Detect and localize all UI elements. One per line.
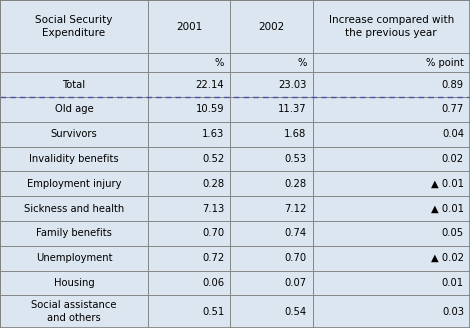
Text: 0.74: 0.74 [284, 228, 306, 238]
Text: 7.12: 7.12 [284, 204, 306, 214]
Bar [148, 295, 230, 328]
Text: 0.06: 0.06 [202, 278, 224, 288]
Bar [230, 147, 313, 172]
Text: 10.59: 10.59 [196, 104, 224, 114]
Text: 0.70: 0.70 [284, 253, 306, 263]
Bar [148, 172, 230, 196]
Text: 0.70: 0.70 [202, 228, 224, 238]
Bar [0, 221, 148, 246]
Text: 0.53: 0.53 [284, 154, 306, 164]
Text: 11.37: 11.37 [278, 104, 306, 114]
Bar [313, 0, 470, 53]
Text: Social Security
Expenditure: Social Security Expenditure [35, 15, 113, 38]
Bar [148, 221, 230, 246]
Text: 1.63: 1.63 [202, 129, 224, 139]
Text: 0.77: 0.77 [442, 104, 464, 114]
Text: 7.13: 7.13 [202, 204, 224, 214]
Text: 2001: 2001 [176, 22, 202, 32]
Text: %: % [297, 58, 306, 68]
Bar [230, 122, 313, 147]
Bar [230, 271, 313, 295]
Bar [0, 122, 148, 147]
Text: Sickness and health: Sickness and health [24, 204, 124, 214]
Text: Social assistance
and others: Social assistance and others [31, 300, 117, 323]
Text: 23.03: 23.03 [278, 80, 306, 90]
Text: 1.68: 1.68 [284, 129, 306, 139]
Text: 0.07: 0.07 [284, 278, 306, 288]
Text: 0.03: 0.03 [442, 307, 464, 317]
Bar [230, 97, 313, 122]
Text: Old age: Old age [55, 104, 94, 114]
Text: Total: Total [63, 80, 86, 90]
Text: Survivors: Survivors [51, 129, 97, 139]
Text: 0.72: 0.72 [202, 253, 224, 263]
Bar [0, 0, 148, 53]
Text: 0.02: 0.02 [442, 154, 464, 164]
Bar [230, 246, 313, 271]
Text: % point: % point [426, 58, 464, 68]
Bar [313, 53, 470, 72]
Text: ▲ 0.02: ▲ 0.02 [431, 253, 464, 263]
Text: 0.04: 0.04 [442, 129, 464, 139]
Text: 22.14: 22.14 [196, 80, 224, 90]
Bar [0, 196, 148, 221]
Text: %: % [215, 58, 224, 68]
Bar [148, 53, 230, 72]
Bar [0, 295, 148, 328]
Bar [313, 122, 470, 147]
Bar [230, 295, 313, 328]
Text: 2002: 2002 [258, 22, 284, 32]
Text: Housing: Housing [54, 278, 94, 288]
Bar [313, 271, 470, 295]
Text: 0.51: 0.51 [202, 307, 224, 317]
Text: Invalidity benefits: Invalidity benefits [29, 154, 119, 164]
Bar [148, 271, 230, 295]
Bar [0, 246, 148, 271]
Bar [148, 72, 230, 97]
Bar [0, 271, 148, 295]
Bar [148, 196, 230, 221]
Bar [230, 221, 313, 246]
Bar [230, 196, 313, 221]
Text: Family benefits: Family benefits [36, 228, 112, 238]
Bar [148, 0, 230, 53]
Bar [313, 147, 470, 172]
Text: 0.28: 0.28 [284, 179, 306, 189]
Text: 0.54: 0.54 [284, 307, 306, 317]
Text: Increase compared with
the previous year: Increase compared with the previous year [329, 15, 454, 38]
Bar [0, 53, 148, 72]
Bar [313, 97, 470, 122]
Text: 0.28: 0.28 [202, 179, 224, 189]
Bar [148, 147, 230, 172]
Bar [0, 97, 148, 122]
Bar [313, 221, 470, 246]
Bar [230, 0, 313, 53]
Text: Employment injury: Employment injury [27, 179, 121, 189]
Text: 0.89: 0.89 [442, 80, 464, 90]
Text: 0.05: 0.05 [442, 228, 464, 238]
Text: ▲ 0.01: ▲ 0.01 [431, 204, 464, 214]
Bar [0, 147, 148, 172]
Bar [0, 72, 148, 97]
Bar [313, 295, 470, 328]
Bar [230, 172, 313, 196]
Bar [230, 53, 313, 72]
Bar [313, 196, 470, 221]
Bar [230, 72, 313, 97]
Bar [148, 122, 230, 147]
Bar [313, 72, 470, 97]
Text: 0.52: 0.52 [202, 154, 224, 164]
Text: 0.01: 0.01 [442, 278, 464, 288]
Bar [0, 172, 148, 196]
Bar [148, 97, 230, 122]
Text: ▲ 0.01: ▲ 0.01 [431, 179, 464, 189]
Bar [313, 246, 470, 271]
Bar [148, 246, 230, 271]
Bar [313, 172, 470, 196]
Text: Unemployment: Unemployment [36, 253, 112, 263]
